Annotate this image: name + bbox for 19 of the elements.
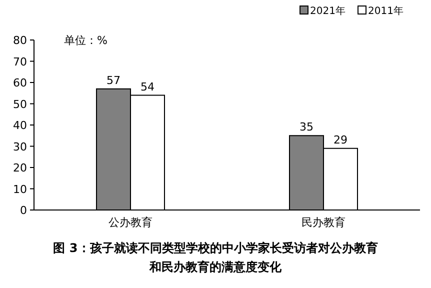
y-tick-label: 60 [13, 76, 27, 90]
y-tick-label: 50 [13, 98, 27, 111]
y-tick-label: 20 [13, 162, 27, 174]
y-tick-label: 40 [13, 119, 27, 132]
x-tick-label: 民办教育 [302, 216, 346, 229]
legend-label: 2011年 [368, 5, 404, 17]
y-tick-label: 10 [13, 182, 27, 196]
annotation: 单位：% [64, 34, 108, 47]
data-label: 57 [106, 74, 120, 87]
data-label: 54 [140, 80, 154, 94]
legend-label: 2021年 [310, 5, 346, 17]
data-label: 35 [300, 120, 314, 134]
y-tick-label: 30 [13, 140, 27, 154]
y-tick-label: 70 [13, 55, 27, 68]
y-tick-label: 0 [20, 204, 27, 217]
text: 图 3：孩子就读不同类型学校的中小学家长受访者对公办教育和民办教育的满意度变化 [53, 241, 378, 274]
y-tick-label: 80 [13, 34, 27, 47]
x-tick-label: 公办教育 [108, 216, 152, 229]
data-label: 29 [334, 133, 348, 146]
